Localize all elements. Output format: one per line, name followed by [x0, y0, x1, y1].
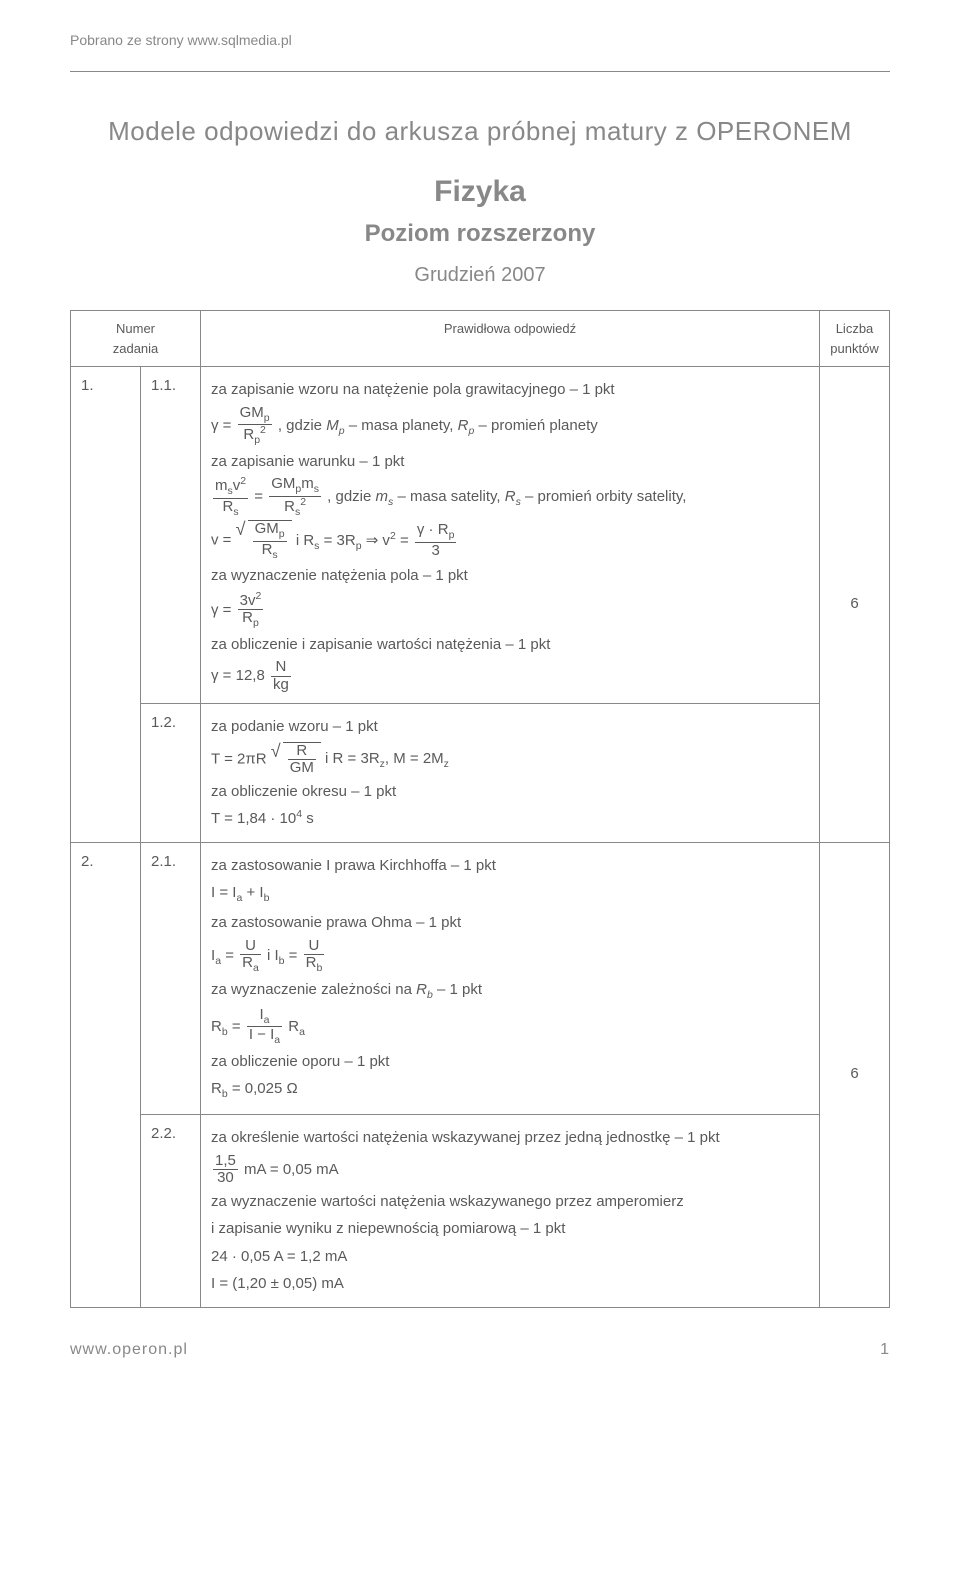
horizontal-rule	[70, 71, 890, 72]
date-title: Grudzień 2007	[70, 260, 890, 290]
subtask-number: 1.2.	[141, 704, 201, 843]
text-line: za wyznaczenie natężenia pola – 1 pkt	[211, 563, 809, 589]
subtask-number: 2.1.	[141, 842, 201, 1114]
col-task-header: Numer zadania	[71, 311, 201, 367]
task-number: 1.	[71, 367, 141, 843]
answer-cell: za zapisanie wzoru na natężenie pola gra…	[201, 367, 820, 704]
text-line: za zapisanie warunku – 1 pkt	[211, 449, 809, 475]
formula: T = 2πR RGM i R = 3Rz, M = 2Mz	[211, 742, 809, 777]
answers-table: Numer zadania Prawidłowa odpowiedź Liczb…	[70, 310, 890, 1308]
col-answer-header: Prawidłowa odpowiedź	[201, 311, 820, 367]
table-row: 2. 2.1. za zastosowanie I prawa Kirchhof…	[71, 842, 890, 1114]
subtask-number: 2.2.	[141, 1115, 201, 1308]
formula: Rb = IaI − Ia Ra	[211, 1007, 809, 1047]
page-title: Modele odpowiedzi do arkusza próbnej mat…	[70, 112, 890, 151]
formula: γ = 3v2Rp	[211, 591, 809, 630]
formula: I = Ia + Ib	[211, 880, 809, 908]
subtask-number: 1.1.	[141, 367, 201, 704]
table-row: 1. 1.1. za zapisanie wzoru na natężenie …	[71, 367, 890, 704]
page-number: 1	[880, 1338, 890, 1362]
text-line: za podanie wzoru – 1 pkt	[211, 714, 809, 740]
text-line: za wyznaczenie zależności na Rb – 1 pkt	[211, 977, 809, 1005]
text-line: za zapisanie wzoru na natężenie pola gra…	[211, 377, 809, 403]
points-cell: 6	[820, 842, 890, 1307]
formula: γ = 12,8 Nkg	[211, 659, 809, 693]
footer: www.operon.pl 1	[70, 1338, 890, 1362]
text-line: za obliczenie oporu – 1 pkt	[211, 1049, 809, 1075]
text-line: za obliczenie okresu – 1 pkt	[211, 779, 809, 805]
formula: v = GMpRs i Rs = 3Rp ⇒ v2 = γ · Rp3	[211, 520, 809, 561]
text-line: i zapisanie wyniku z niepewnością pomiar…	[211, 1216, 809, 1242]
text-line: za zastosowanie prawa Ohma – 1 pkt	[211, 910, 809, 936]
formula: 24 · 0,05 A = 1,2 mA	[211, 1244, 809, 1270]
answer-cell: za określenie wartości natężenia wskazyw…	[201, 1115, 820, 1308]
text-line: za obliczenie i zapisanie wartości natęż…	[211, 632, 809, 658]
formula: msv2Rs = GMpmsRs2 , gdzie ms – masa sate…	[211, 476, 809, 518]
subject-title: Fizyka	[70, 169, 890, 214]
formula: Ia = URa i Ib = URb	[211, 938, 809, 975]
footer-link: www.operon.pl	[70, 1338, 188, 1362]
formula: Rb = 0,025 Ω	[211, 1076, 809, 1104]
task-number: 2.	[71, 842, 141, 1307]
text-line: za zastosowanie I prawa Kirchhoffa – 1 p…	[211, 853, 809, 879]
points-cell: 6	[820, 367, 890, 843]
table-row: 2.2. za określenie wartości natężenia ws…	[71, 1115, 890, 1308]
formula: 1,530 mA = 0,05 mA	[211, 1153, 809, 1187]
source-note: Pobrano ze strony www.sqlmedia.pl	[70, 30, 890, 51]
text-line: za wyznaczenie wartości natężenia wskazy…	[211, 1189, 809, 1215]
level-title: Poziom rozszerzony	[70, 216, 890, 252]
table-row: 1.2. za podanie wzoru – 1 pkt T = 2πR RG…	[71, 704, 890, 843]
col-points-header: Liczba punktów	[820, 311, 890, 367]
text-line: za określenie wartości natężenia wskazyw…	[211, 1125, 809, 1151]
formula: T = 1,84 · 104 s	[211, 806, 809, 832]
answer-cell: za zastosowanie I prawa Kirchhoffa – 1 p…	[201, 842, 820, 1114]
formula: γ = GMpRp2 , gdzie Mp – masa planety, Rp…	[211, 405, 809, 447]
formula: I = (1,20 ± 0,05) mA	[211, 1271, 809, 1297]
answer-cell: za podanie wzoru – 1 pkt T = 2πR RGM i R…	[201, 704, 820, 843]
